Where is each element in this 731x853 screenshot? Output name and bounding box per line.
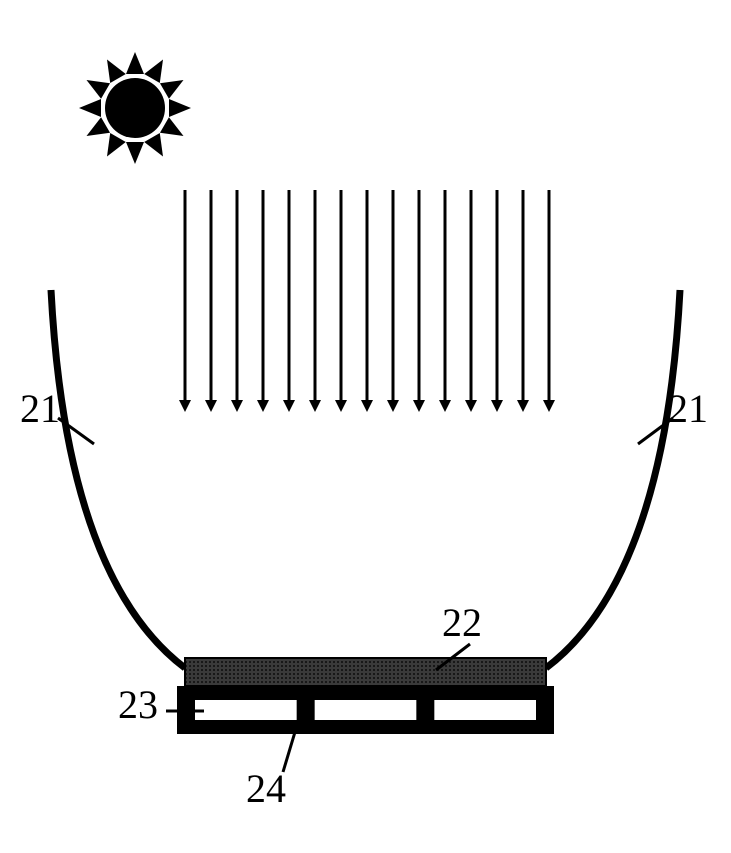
absorber-top-layer (185, 658, 546, 686)
sun-ray (160, 80, 184, 99)
trough-right-wall (546, 290, 680, 668)
light-arrow-head (413, 400, 425, 412)
sun-ray (87, 80, 111, 99)
absorber-channel (195, 700, 297, 720)
callout-label: 21 (20, 386, 60, 431)
sun-ray (144, 133, 163, 157)
light-arrow-head (543, 400, 555, 412)
light-arrow-head (335, 400, 347, 412)
light-arrow-head (465, 400, 477, 412)
light-arrow-head (257, 400, 269, 412)
sun-core (105, 78, 165, 138)
sun-ray (126, 142, 144, 164)
light-arrow-head (491, 400, 503, 412)
sun-ray (87, 117, 111, 136)
sun-ray (144, 60, 163, 84)
sun-ray (107, 60, 126, 84)
sun-ray (169, 99, 191, 117)
light-arrow-head (387, 400, 399, 412)
light-arrow-head (361, 400, 373, 412)
trough-left-wall (51, 290, 185, 668)
sun-ray (79, 99, 101, 117)
diagram-canvas: 21 21 22 23 24 (0, 0, 731, 853)
light-arrow-head (231, 400, 243, 412)
callout-label: 23 (118, 682, 158, 727)
sun-ray (126, 52, 144, 74)
absorber-channel (434, 700, 536, 720)
sun-ray (107, 133, 126, 157)
callout-label: 24 (246, 766, 286, 811)
light-arrow-head (205, 400, 217, 412)
callout-label: 21 (668, 386, 708, 431)
absorber-channel (315, 700, 417, 720)
light-arrow-head (309, 400, 321, 412)
sun-ray (160, 117, 184, 136)
light-arrow-head (439, 400, 451, 412)
light-arrow-head (179, 400, 191, 412)
callout-label: 22 (442, 600, 482, 645)
light-arrow-head (283, 400, 295, 412)
light-arrow-head (517, 400, 529, 412)
